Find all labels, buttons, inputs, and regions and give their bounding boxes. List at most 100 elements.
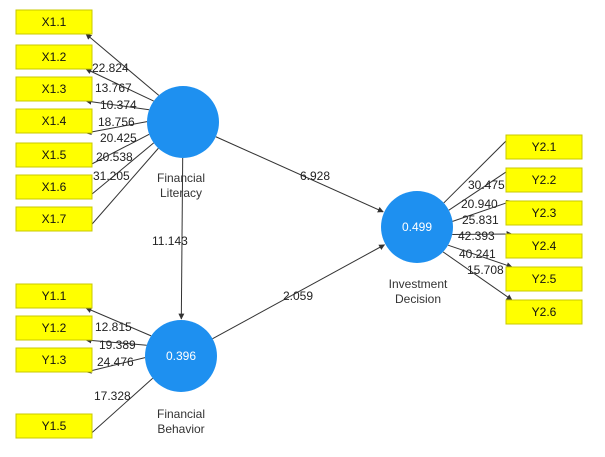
indicator-box bbox=[15, 315, 93, 341]
indicator-Y2-3[interactable]: Y2.3 bbox=[505, 200, 583, 226]
loading-edge bbox=[443, 134, 513, 204]
indicator-X1-4[interactable]: X1.4 bbox=[15, 108, 93, 134]
indicator-label: Y1.1 bbox=[42, 289, 67, 303]
indicator-label: X1.1 bbox=[42, 15, 67, 29]
indicator-box bbox=[505, 167, 583, 193]
loading-value: 22.824 bbox=[92, 61, 129, 75]
indicator-box bbox=[15, 347, 93, 373]
indicator-label: Y1.5 bbox=[42, 419, 67, 433]
loading-edge bbox=[85, 337, 147, 346]
indicator-label: Y1.2 bbox=[42, 321, 67, 335]
path-coefficient: 11.143 bbox=[152, 234, 188, 248]
indicator-box bbox=[15, 108, 93, 134]
indicator-Y1-2[interactable]: Y1.2 bbox=[15, 315, 93, 341]
loading-edge bbox=[448, 167, 513, 211]
indicator-label: Y2.6 bbox=[532, 305, 557, 319]
indicator-label: Y2.2 bbox=[532, 173, 557, 187]
loading-value: 13.767 bbox=[95, 81, 132, 95]
loading-edge bbox=[85, 133, 150, 168]
loading-value: 42.393 bbox=[458, 229, 495, 243]
loading-edge bbox=[442, 251, 513, 301]
indicator-box bbox=[15, 9, 93, 35]
indicator-label: Y2.1 bbox=[532, 140, 557, 154]
r-squared-value: 0.499 bbox=[402, 220, 432, 234]
construct-label: Literacy bbox=[160, 186, 202, 200]
indicator-label: Y2.4 bbox=[532, 239, 557, 253]
indicator-label: X1.2 bbox=[42, 50, 67, 64]
coefficients-layer: 22.824 13.767 10.374 18.756 20.425 20.538 31.2… bbox=[92, 61, 505, 403]
indicator-Y2-2[interactable]: Y2.2 bbox=[505, 167, 583, 193]
indicator-box bbox=[505, 233, 583, 259]
indicator-box bbox=[505, 200, 583, 226]
construct-label: Decision bbox=[395, 292, 441, 306]
indicator-label: X1.4 bbox=[42, 114, 67, 128]
indicator-label: X1.5 bbox=[42, 148, 67, 162]
r-squared-value: 0.396 bbox=[166, 349, 196, 363]
indicator-label: X1.3 bbox=[42, 82, 67, 96]
indicator-box bbox=[15, 206, 93, 232]
loading-edge bbox=[85, 357, 146, 374]
construct-circle bbox=[381, 191, 453, 263]
constructs-layer: FinancialLiteracy0.396FinancialBehavior0… bbox=[145, 86, 453, 436]
indicators-layer: X1.1 X1.2 X1.3 X1.4 X1.5 X1.6 X1.7 Y1.1 Y1.2 Y1.3… bbox=[15, 9, 583, 439]
construct-label: Financial bbox=[157, 407, 205, 421]
indicator-box bbox=[15, 76, 93, 102]
indicator-box bbox=[15, 142, 93, 168]
loading-edge bbox=[85, 33, 160, 96]
edges-layer bbox=[85, 33, 513, 439]
construct-circle bbox=[147, 86, 219, 158]
loading-edge bbox=[85, 307, 152, 337]
loading-value: 20.425 bbox=[100, 131, 137, 145]
indicator-X1-5[interactable]: X1.5 bbox=[15, 142, 93, 168]
construct-label: Investment bbox=[389, 277, 448, 291]
construct-label: Behavior bbox=[157, 422, 204, 436]
indicator-label: X1.6 bbox=[42, 180, 67, 194]
loading-edge bbox=[452, 199, 513, 222]
indicator-X1-2[interactable]: X1.2 bbox=[15, 44, 93, 70]
path-edge bbox=[178, 157, 185, 320]
indicator-Y2-6[interactable]: Y2.6 bbox=[505, 299, 583, 325]
path-coefficient: 2.059 bbox=[283, 289, 313, 303]
loading-edge bbox=[85, 142, 155, 200]
loading-edge bbox=[85, 377, 154, 439]
loading-value: 12.815 bbox=[95, 320, 132, 334]
loading-value: 40.241 bbox=[459, 247, 496, 261]
indicator-X1-1[interactable]: X1.1 bbox=[15, 9, 93, 35]
indicator-box bbox=[505, 299, 583, 325]
construct-label: Financial bbox=[157, 171, 205, 185]
indicator-Y1-3[interactable]: Y1.3 bbox=[15, 347, 93, 373]
loading-edge bbox=[85, 147, 159, 232]
loading-edge bbox=[85, 98, 150, 111]
construct-circle bbox=[145, 320, 217, 392]
indicator-X1-7[interactable]: X1.7 bbox=[15, 206, 93, 232]
path-edge bbox=[212, 244, 386, 340]
indicator-label: Y2.3 bbox=[532, 206, 557, 220]
loading-value: 20.538 bbox=[96, 150, 133, 164]
indicator-X1-6[interactable]: X1.6 bbox=[15, 174, 93, 200]
path-coefficient: 6.928 bbox=[300, 169, 330, 183]
indicator-Y2-1[interactable]: Y2.1 bbox=[505, 134, 583, 160]
indicator-box bbox=[505, 266, 583, 292]
indicator-Y1-5[interactable]: Y1.5 bbox=[15, 413, 93, 439]
indicator-box bbox=[15, 413, 93, 439]
indicator-Y1-1[interactable]: Y1.1 bbox=[15, 283, 93, 309]
indicator-box bbox=[15, 174, 93, 200]
indicator-label: Y2.5 bbox=[532, 272, 557, 286]
loading-value: 25.831 bbox=[462, 213, 499, 227]
loading-value: 30.475 bbox=[468, 178, 505, 192]
indicator-Y2-4[interactable]: Y2.4 bbox=[505, 233, 583, 259]
loading-value: 24.476 bbox=[97, 355, 134, 369]
path-edge bbox=[215, 136, 384, 213]
loading-edge bbox=[85, 121, 148, 135]
loading-value: 31.205 bbox=[93, 169, 130, 183]
indicator-Y2-5[interactable]: Y2.5 bbox=[505, 266, 583, 292]
loading-edge bbox=[447, 244, 513, 269]
indicator-X1-3[interactable]: X1.3 bbox=[15, 76, 93, 102]
loading-value: 20.940 bbox=[461, 197, 498, 211]
loading-value: 17.328 bbox=[94, 389, 131, 403]
